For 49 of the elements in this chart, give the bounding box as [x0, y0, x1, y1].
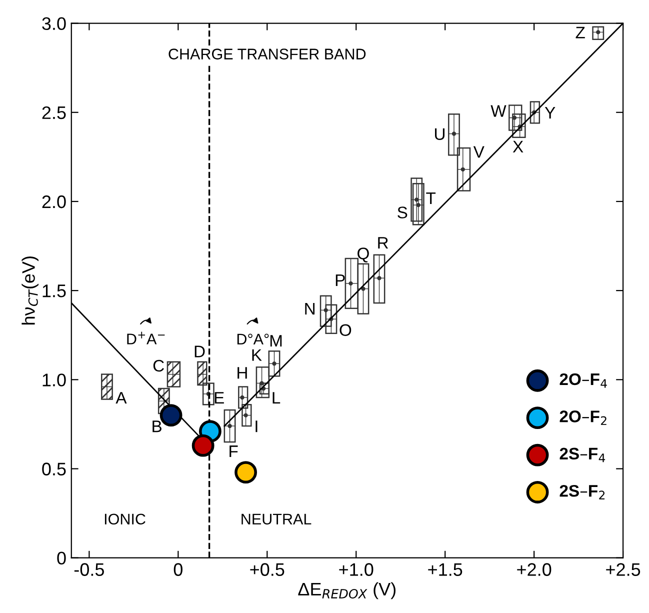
legend-label: 2S–F$_{4}$: [560, 448, 606, 462]
x-tick-label: +2.0: [517, 563, 552, 576]
annotation: F: [230, 446, 238, 458]
annotation: X: [512, 140, 524, 152]
y-tick-label: 2.0: [42, 195, 66, 208]
annotation: C: [153, 360, 164, 372]
annotation: CHARGE TRANSFER BAND: [168, 48, 366, 60]
annotation: E: [214, 392, 224, 404]
annotation: M: [270, 335, 282, 347]
annotation: Q: [358, 248, 369, 262]
annotation: I: [256, 420, 258, 432]
x-tick-label: 0: [174, 563, 182, 576]
annotation: D°A°: [237, 334, 269, 344]
legend-label: 2O–F$_{4}$: [560, 373, 607, 388]
y-tick-label: 2.5: [42, 106, 66, 120]
legend-label: 2O–F$_{2}$: [560, 410, 606, 425]
annotation: Z: [576, 26, 585, 38]
annotation: D$^{+}$A$^{−}$: [127, 332, 165, 344]
x-axis-title: ΔE$_{REDOX}$ (V): [298, 582, 396, 600]
annotation: Y: [544, 107, 556, 118]
x-tick-label: +2.5: [606, 563, 640, 576]
annotation: S: [398, 206, 408, 218]
annotation: W: [490, 105, 506, 117]
annotation: V: [473, 146, 484, 158]
y-tick-label: 1.5: [42, 284, 66, 298]
y-tick-label: 1.0: [42, 374, 66, 386]
annotation: U: [435, 128, 444, 140]
annotation: P: [336, 274, 345, 286]
annotation: B: [152, 420, 162, 432]
x-tick-label: -0.5: [74, 563, 104, 576]
y-tick-label: 0: [57, 552, 66, 565]
annotation: O: [340, 324, 352, 336]
annotation: IONIC: [104, 514, 146, 525]
annotation: NEUTRAL: [242, 514, 312, 525]
annotation: H: [238, 367, 247, 379]
annotation: L: [272, 392, 280, 404]
x-tick-label: +1.5: [428, 563, 462, 576]
annotation: D: [194, 346, 205, 358]
annotation: T: [426, 192, 436, 204]
annotation: K: [252, 349, 262, 361]
annotation: A: [116, 392, 127, 404]
y-axis-title: hν$_{CT}$(eV): [22, 256, 39, 325]
y-tick-label: 0.5: [42, 462, 66, 476]
x-tick-label: +1.0: [339, 563, 374, 576]
legend-label: 2S–F$_{2}$: [560, 484, 605, 500]
annotation: N: [305, 303, 315, 314]
x-tick-label: +0.5: [250, 563, 284, 576]
annotation: R: [378, 237, 388, 249]
y-tick-label: 3.0: [42, 17, 66, 30]
